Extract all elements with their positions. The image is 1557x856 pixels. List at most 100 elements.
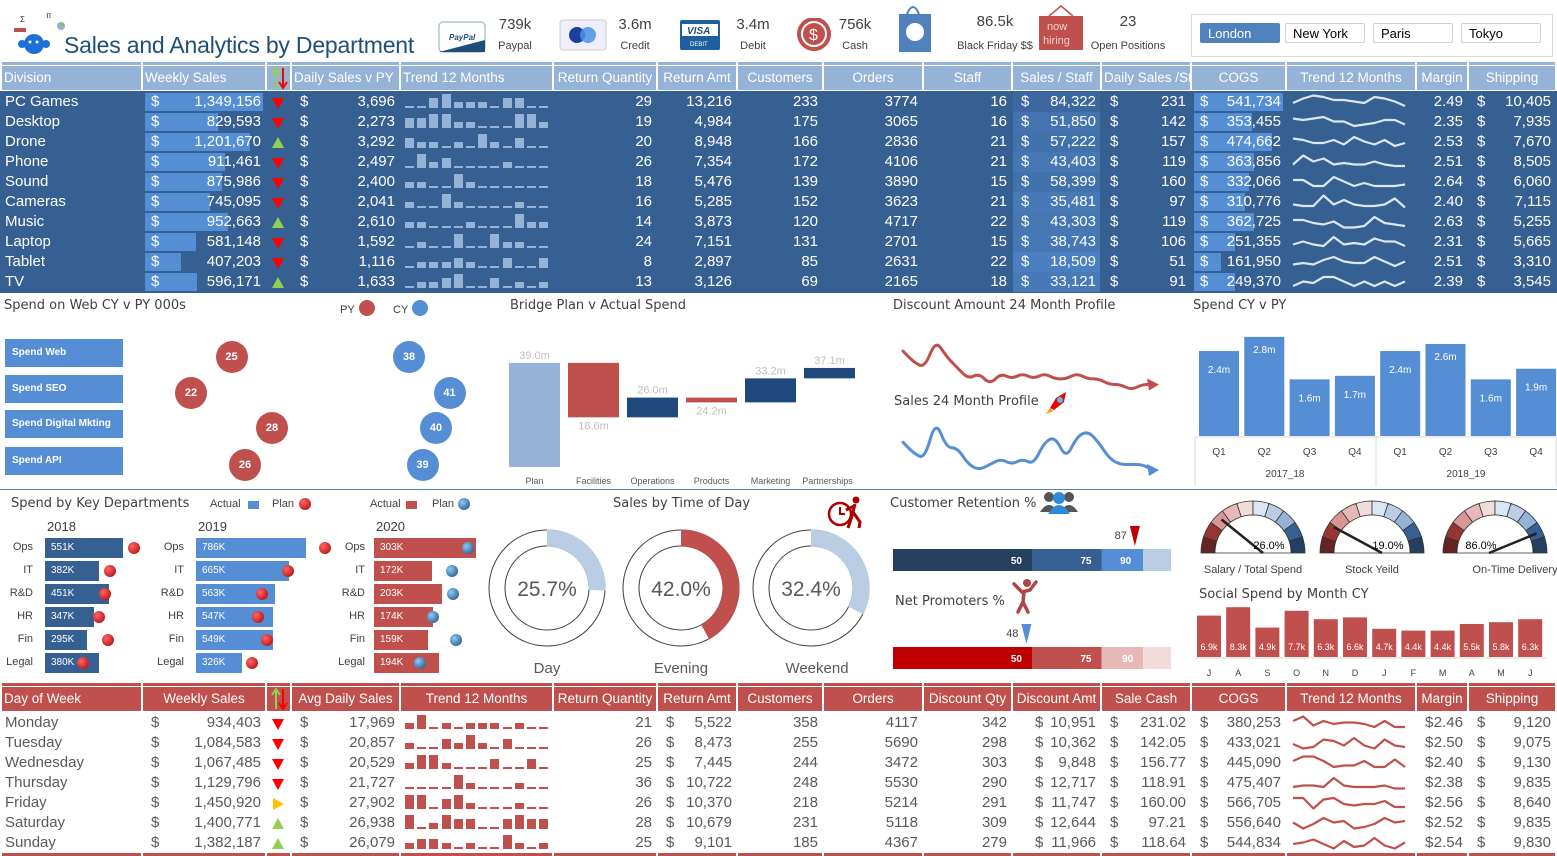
dollar-sign: $ (1477, 834, 1486, 851)
table-row[interactable]: Tablet $407,203 $1,116 8 2,897 85 2631 22 $18,50… (0, 252, 1557, 272)
table-row[interactable]: Sunday $1,382,187 $26,079 25 $9,101 185 4367 27… (0, 833, 1557, 853)
table-row[interactable]: PC Games $1,349,156 $3,696 29 13,216 233 3774 1… (0, 92, 1557, 112)
cell-rq: 13 (635, 273, 652, 290)
table-row[interactable]: Thursday $1,129,796 $21,727 36 $10,722 248 553… (0, 773, 1557, 793)
column-header-weekly-sales[interactable]: Weekly Sales (143, 687, 265, 711)
quarter-label: Q2 (1439, 447, 1453, 458)
spend-button-spend-api[interactable]: Spend API (5, 447, 123, 475)
column-header-trend-12-months[interactable]: Trend 12 Months (1287, 687, 1415, 711)
column-header-trend-12-months[interactable]: Trend 12 Months (1287, 66, 1415, 90)
bar-value-label: 4.4k (1405, 642, 1423, 652)
table-row[interactable]: Saturday $1,400,771 $26,938 28 $10,679 231 511… (0, 813, 1557, 833)
sparkline-bar (405, 723, 414, 729)
footer-bar (1192, 853, 1285, 856)
sparkline-bar (405, 266, 414, 268)
column-header-return-amt[interactable]: Return Amt (658, 687, 736, 711)
header-bar (1013, 62, 1100, 65)
column-header-orders[interactable]: Orders (824, 687, 922, 711)
data-bar (1194, 173, 1249, 191)
table-row[interactable]: Desktop $829,593 $2,273 19 4,984 175 3065 16 $51… (0, 112, 1557, 132)
column-header-discount-amt[interactable]: Discount Amt (1013, 687, 1100, 711)
cy-bubble: 41 (433, 377, 466, 409)
dollar-sign: $ (1425, 734, 1434, 751)
column-header-trend-12-months[interactable]: Trend 12 Months (401, 66, 552, 90)
column-header-staff[interactable]: Staff (924, 66, 1011, 90)
data-bar (1194, 113, 1253, 131)
sparkline-bar (502, 727, 512, 729)
column-header-cogs[interactable]: COGS (1192, 66, 1285, 90)
bar (1313, 619, 1338, 657)
cell-rq: 24 (635, 233, 652, 250)
table-row[interactable]: Laptop $581,148 $1,592 24 7,151 131 2701 15 $38,… (0, 232, 1557, 252)
column-header-shipping[interactable]: Shipping (1469, 66, 1555, 90)
spend-button-spend-seo[interactable]: Spend SEO (5, 375, 123, 403)
city-selector: London New York Paris Tokyo (1191, 14, 1553, 57)
column-header-margin[interactable]: Margin (1417, 687, 1467, 711)
sparkline-bar (514, 114, 524, 128)
cell-cash: 118.91 (1141, 774, 1186, 791)
column-header-cogs[interactable]: COGS (1192, 687, 1285, 711)
sparkline-bar (478, 767, 488, 769)
column-header-orders[interactable]: Orders (824, 66, 922, 90)
sparkline-bar (539, 206, 549, 208)
column-header-sales-staff[interactable]: Sales / Staff (1013, 66, 1100, 90)
column-header-daily-sales-v-py[interactable]: Daily Sales v PY (292, 66, 399, 90)
table-row[interactable]: TV $596,171 $1,633 13 3,126 69 2165 18 $33,121 $9… (0, 272, 1557, 292)
data-bar (145, 173, 222, 191)
sparkline-bar (441, 262, 451, 268)
city-button-paris[interactable]: Paris (1373, 23, 1453, 43)
sparkline-bar (453, 727, 463, 729)
sparkline-bar (441, 114, 451, 128)
table-row[interactable]: Sound $875,986 $2,400 18 5,476 139 3890 15 $58,3… (0, 172, 1557, 192)
column-header-return-quantity[interactable]: Return Quantity (554, 687, 656, 711)
spend-button-spend-digital-mkting[interactable]: Spend Digital Mkting (5, 410, 123, 438)
table-row[interactable]: Tuesday $1,084,583 $20,857 26 $8,473 255 5690 2… (0, 733, 1557, 753)
city-button-london[interactable]: London (1200, 23, 1280, 43)
column-header-division[interactable]: Division (2, 66, 141, 90)
column-header-weekly-sales[interactable]: Weekly Sales (143, 66, 265, 90)
band-label: 90 (1120, 556, 1132, 567)
sparkline-bar (490, 234, 500, 248)
column-header-shipping[interactable]: Shipping (1469, 687, 1555, 711)
table-row[interactable]: Monday $934,403 $17,969 21 $5,522 358 4117 342 $… (0, 713, 1557, 733)
cell-sps: 84,322 (1050, 93, 1096, 110)
table-row[interactable]: Drone $1,201,670 $3,292 20 8,948 166 2836 21 $57… (0, 132, 1557, 152)
table-row[interactable]: Phone $911,461 $2,497 26 7,354 172 4106 21 $43,4… (0, 152, 1557, 172)
column-header-customers[interactable]: Customers (738, 687, 822, 711)
cell-ra: 4,984 (694, 113, 732, 130)
cell-cogs: 474,662 (1226, 133, 1281, 150)
column-header-day-of-week[interactable]: Day of Week (2, 687, 141, 711)
sparkline-bar (441, 194, 451, 208)
table-row[interactable]: Friday $1,450,920 $27,902 26 $10,370 218 5214 2… (0, 793, 1557, 813)
clock-runner-icon (827, 496, 862, 529)
cell-cust: 233 (792, 93, 818, 110)
dollar-sign: $ (1477, 794, 1486, 811)
sparkline-bar (502, 807, 512, 809)
column-header-daily-sales-st[interactable]: Daily Sales /St (1102, 66, 1190, 90)
bullet-charts: 50 75 90 87 50 75 90 48 (893, 526, 1171, 669)
target-marker (1021, 624, 1032, 644)
dept-label: Legal (157, 656, 184, 668)
table-row[interactable]: Cameras $745,095 $2,041 16 5,285 152 3623 21 $35… (0, 192, 1557, 212)
cell-orders: 3890 (884, 173, 918, 190)
column-header-customers[interactable]: Customers (738, 66, 822, 90)
column-header-avg-daily-sales[interactable]: Avg Daily Sales (292, 687, 399, 711)
dept-label: HR (349, 610, 365, 622)
spend-button-spend-web[interactable]: Spend Web (5, 339, 123, 367)
dollar-sign: $ (1477, 734, 1486, 751)
column-header-discount-qty[interactable]: Discount Qty (924, 687, 1011, 711)
column-header-trend-12-months[interactable]: Trend 12 Months (401, 687, 552, 711)
sparkline-bar (466, 819, 475, 829)
column-header-margin[interactable]: Margin (1417, 66, 1467, 90)
column-header-return-amt[interactable]: Return Amt (658, 66, 736, 90)
city-button-new-york[interactable]: New York (1285, 23, 1365, 43)
trend-up-icon (272, 277, 284, 288)
table-row[interactable]: Music $952,663 $2,610 14 3,873 120 4717 22 $43,3… (0, 212, 1557, 232)
column-header-sale-cash[interactable]: Sale Cash (1102, 687, 1190, 711)
kpi-label: Paypal (498, 40, 532, 52)
city-button-tokyo[interactable]: Tokyo (1461, 23, 1541, 43)
table-row[interactable]: Wednesday $1,067,485 $20,529 25 $7,445 244 347… (0, 753, 1557, 773)
row-label: Monday (5, 714, 59, 731)
column-header-return-quantity[interactable]: Return Quantity (554, 66, 656, 90)
trend-down-icon (272, 719, 284, 730)
